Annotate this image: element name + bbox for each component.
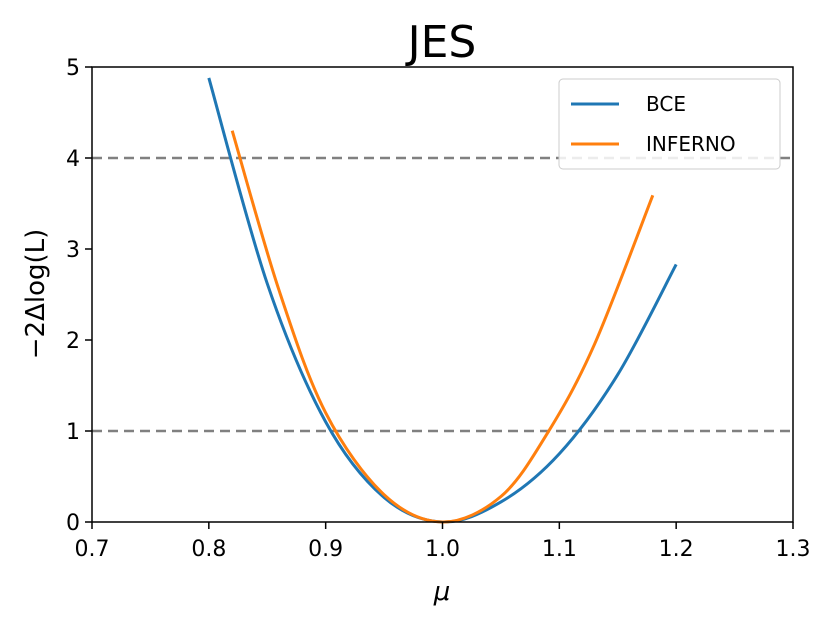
chart-title: JES	[405, 17, 477, 68]
legend-label-bce: BCE	[646, 92, 686, 116]
x-tick-label: 1.3	[776, 537, 811, 562]
y-tick-label: 4	[66, 147, 80, 172]
legend: BCE INFERNO	[558, 78, 781, 170]
y-tick-label: 5	[66, 56, 80, 81]
x-tick-label: 0.9	[308, 537, 343, 562]
y-tick-label: 0	[66, 511, 80, 536]
legend-label-inferno: INFERNO	[646, 132, 736, 156]
x-axis-label: μ	[433, 577, 451, 607]
y-tick-label: 1	[66, 420, 80, 445]
reference-lines	[92, 156, 793, 433]
x-tick-label: 0.7	[75, 537, 110, 562]
series-line-inferno	[230, 130, 655, 524]
x-tick-label: 1.0	[425, 537, 460, 562]
y-tick-label: 2	[66, 329, 80, 354]
y-tick-label: 3	[66, 238, 80, 263]
y-axis: 0 1 2 3 4 5	[66, 56, 92, 536]
x-tick-label: 1.2	[659, 537, 694, 562]
x-axis: 0.7 0.8 0.9 1.0 1.1 1.2 1.3	[75, 522, 811, 562]
legend-box	[558, 78, 781, 170]
x-tick-label: 0.8	[191, 537, 226, 562]
y-axis-label: −2Δlog(L)	[21, 229, 51, 360]
x-tick-label: 1.1	[542, 537, 577, 562]
